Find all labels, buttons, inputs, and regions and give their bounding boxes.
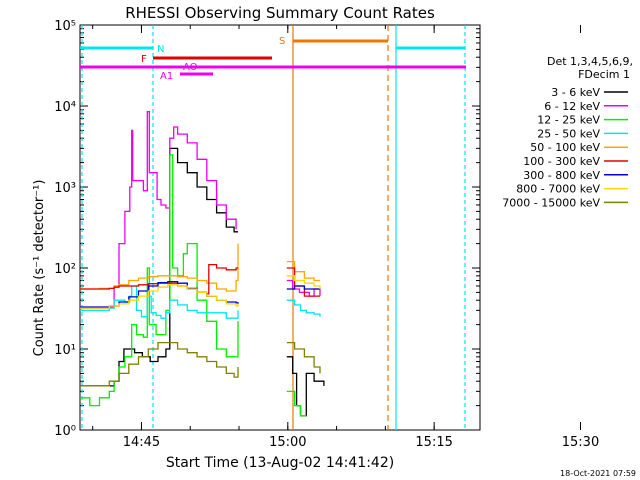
flag-label: S (279, 36, 285, 47)
y-axis-label: Count Rate (s⁻¹ detector⁻¹) (32, 180, 47, 357)
legend-label: 25 - 50 keV (537, 127, 600, 140)
y-tick-label: 10⁰ (54, 424, 76, 439)
y-tick-label: 10⁴ (54, 100, 76, 115)
series-line (286, 279, 321, 297)
y-tick-label: 10³ (54, 181, 76, 196)
series-line (80, 154, 239, 407)
series-line (80, 111, 237, 309)
x-tick-label: 15:30 (562, 435, 599, 450)
series-line (286, 299, 321, 317)
plot-area: 10⁰10¹10²10³10⁴10⁵14:4515:0015:1515:3015… (54, 19, 599, 450)
legend-label: 7000 - 15000 keV (502, 196, 600, 209)
series-line (80, 243, 239, 292)
y-tick-label: 10² (54, 262, 76, 277)
flag-label: AO (183, 62, 198, 73)
legend-label: 50 - 100 keV (530, 141, 600, 154)
series-line (80, 147, 238, 387)
legend-label: 12 - 25 keV (537, 114, 600, 127)
series-line (286, 275, 321, 289)
series-line (286, 356, 325, 417)
series-line (80, 285, 239, 319)
legend-label: 800 - 7000 keV (516, 183, 600, 196)
footer-timestamp: 18-Oct-2021 07:59 (560, 469, 636, 478)
series-line (286, 390, 307, 417)
series-line (286, 285, 320, 290)
legend-label: 3 - 6 keV (551, 86, 600, 99)
flag-label: A1 (160, 71, 173, 82)
legend-label: 300 - 800 keV (523, 169, 600, 182)
series-line (286, 260, 320, 282)
x-tick-label: 15:15 (415, 435, 452, 450)
legend-title-line-2: FDecim 1 (578, 68, 630, 81)
y-tick-label: 10¹ (54, 343, 76, 358)
series-line (80, 280, 239, 308)
y-tick-label: 10⁵ (54, 19, 76, 34)
legend-label: 6 - 12 keV (544, 100, 600, 113)
x-tick-label: 14:45 (123, 435, 160, 450)
flag-label: F (141, 54, 147, 65)
legend-label: 100 - 300 keV (523, 155, 600, 168)
plot-frame (79, 24, 481, 431)
flag-label: N (157, 44, 164, 55)
series-line (80, 284, 239, 309)
series-line (286, 341, 321, 374)
chart-title: RHESSI Observing Summary Count Rates (125, 4, 435, 22)
series-line (80, 341, 239, 387)
legend-title-line-1: Det 1,3,4,5,6,9, (547, 55, 633, 68)
x-axis-label: Start Time (13-Aug-02 14:41:42) (166, 455, 394, 471)
x-tick-label: 15:00 (269, 435, 306, 450)
series-line (80, 263, 238, 295)
